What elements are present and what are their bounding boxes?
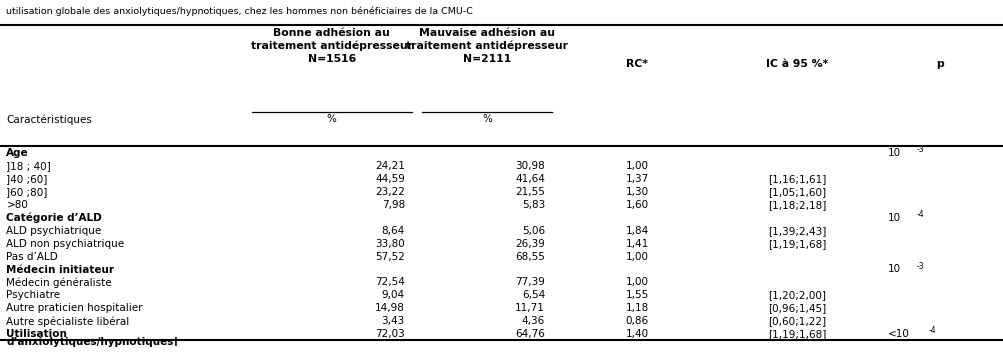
Text: utilisation globale des anxiolytiques/hypnotiques, chez les hommes non bénéficia: utilisation globale des anxiolytiques/hy… [6,7,472,16]
Text: Mauvaise adhésion au
traitement antidépresseur
N=2111: Mauvaise adhésion au traitement antidépr… [405,28,568,64]
Text: p: p [935,59,943,69]
Text: 8,64: 8,64 [381,226,404,236]
Text: 1,40: 1,40 [625,329,648,339]
Text: 14,98: 14,98 [375,303,404,313]
Text: [1,18;2,18]: [1,18;2,18] [767,200,825,210]
Text: 57,52: 57,52 [375,252,404,262]
Text: Caractéristiques: Caractéristiques [6,114,92,125]
Text: 1,37: 1,37 [625,174,648,184]
Text: 41,64: 41,64 [515,174,545,184]
Text: 64,76: 64,76 [515,329,545,339]
Text: 3,43: 3,43 [381,316,404,326]
Text: 1,60: 1,60 [625,200,648,210]
Text: [1,05;1,60]: [1,05;1,60] [767,187,825,197]
Text: 9,04: 9,04 [381,290,404,300]
Text: Catégorie d’ALD: Catégorie d’ALD [6,213,102,223]
Text: Bonne adhésion au
traitement antidépresseur
N=1516: Bonne adhésion au traitement antidépress… [251,28,412,64]
Text: 0,86: 0,86 [625,316,648,326]
Text: -3: -3 [916,262,923,271]
Text: 5,83: 5,83 [522,200,545,210]
Text: ]60 ;80]: ]60 ;80] [6,187,48,197]
Text: [1,16;1,61]: [1,16;1,61] [767,174,825,184]
Text: 1,30: 1,30 [625,187,648,197]
Text: [0,60;1,22]: [0,60;1,22] [767,316,825,326]
Text: Autre praticien hospitalier: Autre praticien hospitalier [6,303,142,313]
Text: [1,39;2,43]: [1,39;2,43] [767,226,825,236]
Text: 10: 10 [887,148,900,158]
Text: Médecin généraliste: Médecin généraliste [6,278,112,288]
Text: 1,41: 1,41 [625,239,648,249]
Text: 1,00: 1,00 [625,252,648,262]
Text: %: % [327,114,336,124]
Text: Médecin initiateur: Médecin initiateur [6,265,114,275]
Text: ]40 ;60]: ]40 ;60] [6,174,48,184]
Text: 72,54: 72,54 [375,277,404,287]
Text: 24,21: 24,21 [375,161,404,171]
Text: 30,98: 30,98 [515,161,545,171]
Text: [1,19;1,68]: [1,19;1,68] [767,329,825,339]
Text: ALD psychiatrique: ALD psychiatrique [6,226,101,236]
Text: [1,20;2,00]: [1,20;2,00] [767,290,825,300]
Text: 72,03: 72,03 [375,329,404,339]
Text: <10: <10 [887,329,909,339]
Text: 5,06: 5,06 [522,226,545,236]
Text: [0,96;1,45]: [0,96;1,45] [767,303,825,313]
Text: 1,55: 1,55 [625,290,648,300]
Text: >80: >80 [6,200,28,210]
Text: 1,00: 1,00 [625,161,648,171]
Text: 4,36: 4,36 [522,316,545,326]
Text: 33,80: 33,80 [375,239,404,249]
Text: 1,18: 1,18 [625,303,648,313]
Text: -4: -4 [928,326,935,335]
Text: Psychiatre: Psychiatre [6,290,60,300]
Text: ]18 ; 40]: ]18 ; 40] [6,161,51,171]
Text: 10: 10 [887,265,900,274]
Text: Autre spécialiste libéral: Autre spécialiste libéral [6,316,129,327]
Text: Utilisation: Utilisation [6,329,67,339]
Text: 6,54: 6,54 [522,290,545,300]
Text: 26,39: 26,39 [515,239,545,249]
Text: Age: Age [6,148,29,158]
Text: 10: 10 [887,213,900,223]
Text: -4: -4 [916,210,923,219]
Text: 23,22: 23,22 [375,187,404,197]
Text: 44,59: 44,59 [375,174,404,184]
Text: 11,71: 11,71 [515,303,545,313]
Text: RC*: RC* [626,59,648,69]
Text: %: % [481,114,491,124]
Text: d’anxiolytiques/hypnotiques†: d’anxiolytiques/hypnotiques† [6,337,179,347]
Text: 7,98: 7,98 [381,200,404,210]
Text: -3: -3 [916,145,923,155]
Text: ALD non psychiatrique: ALD non psychiatrique [6,239,124,249]
Text: 1,84: 1,84 [625,226,648,236]
Text: 21,55: 21,55 [515,187,545,197]
Text: [1,19;1,68]: [1,19;1,68] [767,239,825,249]
Text: 1,00: 1,00 [625,277,648,287]
Text: 68,55: 68,55 [515,252,545,262]
Text: 77,39: 77,39 [515,277,545,287]
Text: IC à 95 %*: IC à 95 %* [765,59,827,69]
Text: Pas d’ALD: Pas d’ALD [6,252,58,262]
